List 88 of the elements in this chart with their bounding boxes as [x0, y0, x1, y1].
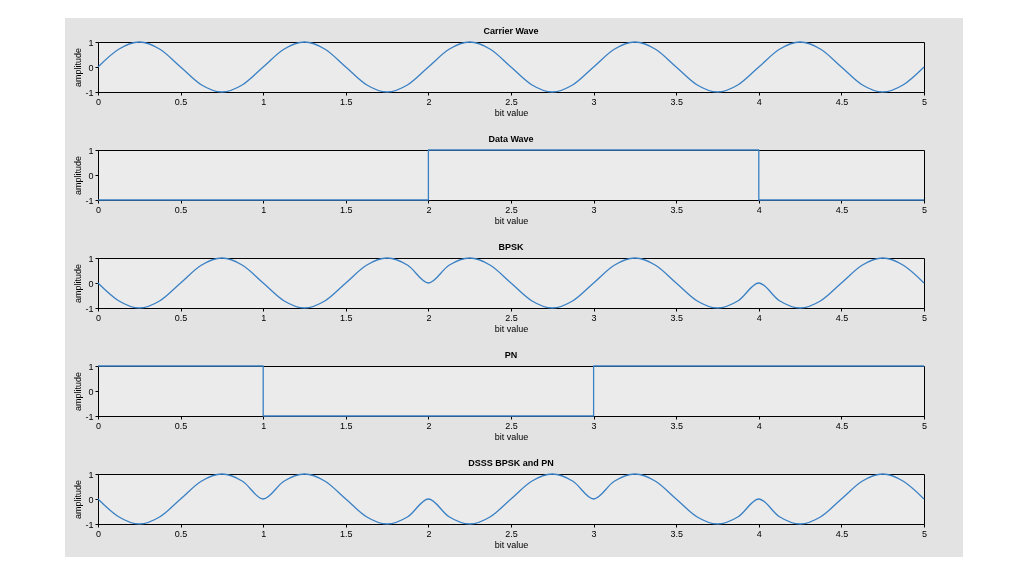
- y-tick-label: 0: [88, 62, 94, 73]
- x-tick-label: 2.5: [505, 420, 518, 431]
- x-tick-label: 3.5: [670, 528, 683, 539]
- x-tick-label: 3.5: [670, 96, 683, 107]
- y-axis-title: amplitude: [73, 263, 84, 304]
- x-tick-label: 1: [261, 312, 267, 323]
- y-tick-label: -1: [85, 411, 94, 422]
- chart-title: BPSK: [498, 242, 524, 252]
- y-tick-label: -1: [85, 195, 94, 206]
- y-axis-title: amplitude: [73, 47, 84, 88]
- y-tick-label: -1: [85, 303, 94, 314]
- x-axis-title: bit value: [494, 431, 529, 442]
- y-tick-label: 0: [88, 386, 94, 397]
- x-axis-title: bit value: [494, 107, 529, 118]
- x-tick-label: 3: [591, 312, 597, 323]
- x-tick-label: 1: [261, 528, 267, 539]
- x-tick-label: 4.5: [835, 528, 849, 539]
- x-tick-label: 1.5: [340, 204, 353, 215]
- y-tick-label: -1: [85, 87, 94, 98]
- x-tick-label: 1: [261, 420, 267, 431]
- x-tick-label: 3.5: [670, 204, 683, 215]
- x-tick-label: 0.5: [174, 204, 188, 215]
- x-axis-title: bit value: [494, 215, 529, 226]
- x-tick-label: 0: [95, 312, 102, 323]
- line-series: [97, 257, 925, 309]
- x-tick-label: 1: [261, 204, 267, 215]
- y-tick-label: 1: [88, 253, 94, 264]
- x-tick-label: 5: [921, 528, 928, 539]
- x-tick-label: 4: [756, 312, 762, 323]
- x-tick-label: 0: [95, 528, 102, 539]
- x-tick-label: 4: [756, 528, 762, 539]
- chart-title: Data Wave: [488, 134, 534, 144]
- x-tick-label: 2: [426, 96, 432, 107]
- x-tick-label: 5: [921, 204, 928, 215]
- x-tick-label: 2: [426, 312, 432, 323]
- chart-title: PN: [504, 350, 518, 360]
- x-tick-label: 3: [591, 96, 597, 107]
- x-tick-label: 4: [756, 420, 762, 431]
- y-tick-label: -1: [85, 519, 94, 530]
- x-tick-label: 4.5: [835, 96, 849, 107]
- y-tick-label: 1: [88, 37, 94, 48]
- y-tick-label: 0: [88, 494, 94, 505]
- x-tick-label: 0.5: [174, 528, 188, 539]
- x-tick-label: 2: [426, 204, 432, 215]
- x-tick-label: 1.5: [340, 312, 353, 323]
- y-axis-title: amplitude: [73, 155, 84, 196]
- x-tick-label: 2: [426, 528, 432, 539]
- x-tick-label: 0.5: [174, 96, 188, 107]
- y-tick-label: 1: [88, 361, 94, 372]
- chart-title: DSSS BPSK and PN: [468, 458, 554, 468]
- x-tick-label: 3: [591, 420, 597, 431]
- x-tick-label: 3: [591, 528, 597, 539]
- line-series: [97, 41, 925, 93]
- x-axis-title: bit value: [494, 323, 529, 334]
- x-tick-label: 0.5: [174, 420, 188, 431]
- x-tick-label: 2: [426, 420, 432, 431]
- x-tick-label: 2.5: [505, 96, 518, 107]
- x-tick-label: 4.5: [835, 312, 849, 323]
- x-tick-label: 2.5: [505, 312, 518, 323]
- x-tick-label: 5: [921, 96, 928, 107]
- x-tick-label: 2.5: [505, 204, 518, 215]
- x-axis-title: bit value: [494, 539, 529, 550]
- x-tick-label: 2.5: [505, 528, 518, 539]
- y-axis-title: amplitude: [73, 371, 84, 412]
- y-axis-title: amplitude: [73, 479, 84, 520]
- x-tick-label: 1.5: [340, 420, 353, 431]
- x-tick-label: 4.5: [835, 420, 849, 431]
- x-tick-label: 0: [95, 96, 102, 107]
- x-tick-label: 0.5: [174, 312, 188, 323]
- x-tick-label: 1.5: [340, 96, 353, 107]
- line-series: [97, 473, 925, 525]
- y-tick-label: 1: [88, 469, 94, 480]
- chart-title: Carrier Wave: [483, 26, 539, 36]
- y-tick-label: 0: [88, 170, 94, 181]
- x-tick-label: 5: [921, 420, 928, 431]
- x-tick-label: 1: [261, 96, 267, 107]
- y-tick-label: 1: [88, 145, 94, 156]
- x-tick-label: 5: [921, 312, 928, 323]
- x-tick-label: 3.5: [670, 420, 683, 431]
- x-tick-label: 4.5: [835, 204, 849, 215]
- x-tick-label: 4: [756, 204, 762, 215]
- x-tick-label: 1.5: [340, 528, 353, 539]
- x-tick-label: 4: [756, 96, 762, 107]
- x-tick-label: 3: [591, 204, 597, 215]
- y-tick-label: 0: [88, 278, 94, 289]
- x-tick-label: 3.5: [670, 312, 683, 323]
- x-tick-label: 0: [95, 420, 102, 431]
- x-tick-label: 0: [95, 204, 102, 215]
